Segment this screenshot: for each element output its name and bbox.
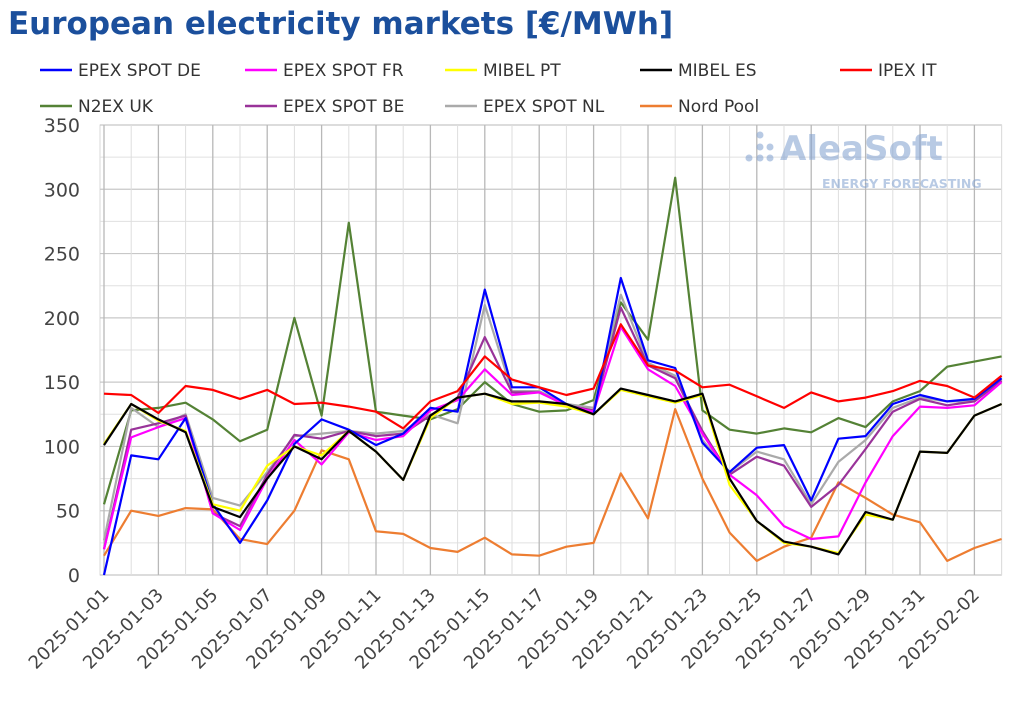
legend: EPEX SPOT DE EPEX SPOT FR MIBEL PT MIBEL ES… xyxy=(40,61,937,117)
legend-label: IPEX IT xyxy=(878,61,937,81)
series-line-nord-pool xyxy=(103,408,1002,563)
series-line-n2ex-uk xyxy=(102,176,1002,505)
legend-item-nord-pool: Nord Pool xyxy=(640,97,759,117)
series-line-mibel-es xyxy=(103,387,1003,556)
legend-item-epex-spot-de: EPEX SPOT DE xyxy=(40,61,201,81)
legend-item-mibel-es: MIBEL ES xyxy=(640,61,757,81)
legend-label: EPEX SPOT FR xyxy=(283,61,404,81)
legend-item-epex-spot-fr: EPEX SPOT FR xyxy=(245,61,404,81)
legend-item-epex-spot-be: EPEX SPOT BE xyxy=(245,97,404,117)
y-tick-label: 150 xyxy=(44,372,80,394)
y-tick-label: 350 xyxy=(44,115,80,137)
series-line-epex-spot-de xyxy=(102,276,1003,576)
series-lines xyxy=(102,176,1003,576)
legend-label: Nord Pool xyxy=(678,97,759,117)
y-tick-label: 0 xyxy=(68,565,80,587)
x-axis: 2025-01-012025-01-032025-01-052025-01-07… xyxy=(25,585,984,674)
aleasoft-logo-icon xyxy=(745,131,774,162)
aleasoft-watermark: AleaSoft ENERGY FORECASTING xyxy=(745,129,982,191)
legend-label: EPEX SPOT NL xyxy=(483,97,605,117)
watermark-tagline: ENERGY FORECASTING xyxy=(822,176,982,191)
legend-label: N2EX UK xyxy=(78,97,154,117)
series-line-epex-spot-fr xyxy=(102,325,1003,550)
y-tick-label: 200 xyxy=(44,308,80,330)
y-tick-label: 250 xyxy=(44,244,80,266)
legend-item-mibel-pt: MIBEL PT xyxy=(445,61,561,81)
legend-item-n2ex-uk: N2EX UK xyxy=(40,97,154,117)
legend-label: EPEX SPOT BE xyxy=(283,97,404,117)
legend-label: EPEX SPOT DE xyxy=(78,61,201,81)
series-line-ipex-it xyxy=(103,323,1003,430)
legend-item-ipex-it: IPEX IT xyxy=(840,61,937,81)
chart-title: European electricity markets [€/MWh] xyxy=(8,6,674,42)
y-tick-label: 50 xyxy=(56,501,80,523)
y-tick-label: 100 xyxy=(44,436,80,458)
legend-item-epex-spot-nl: EPEX SPOT NL xyxy=(445,97,605,117)
legend-label: MIBEL PT xyxy=(483,61,561,81)
y-axis: 0 50 100 150 200 250 300 350 xyxy=(44,115,80,587)
legend-label: MIBEL ES xyxy=(678,61,757,81)
y-tick-label: 300 xyxy=(44,179,80,201)
watermark-brand: AleaSoft xyxy=(780,129,943,169)
grid xyxy=(99,124,1003,576)
